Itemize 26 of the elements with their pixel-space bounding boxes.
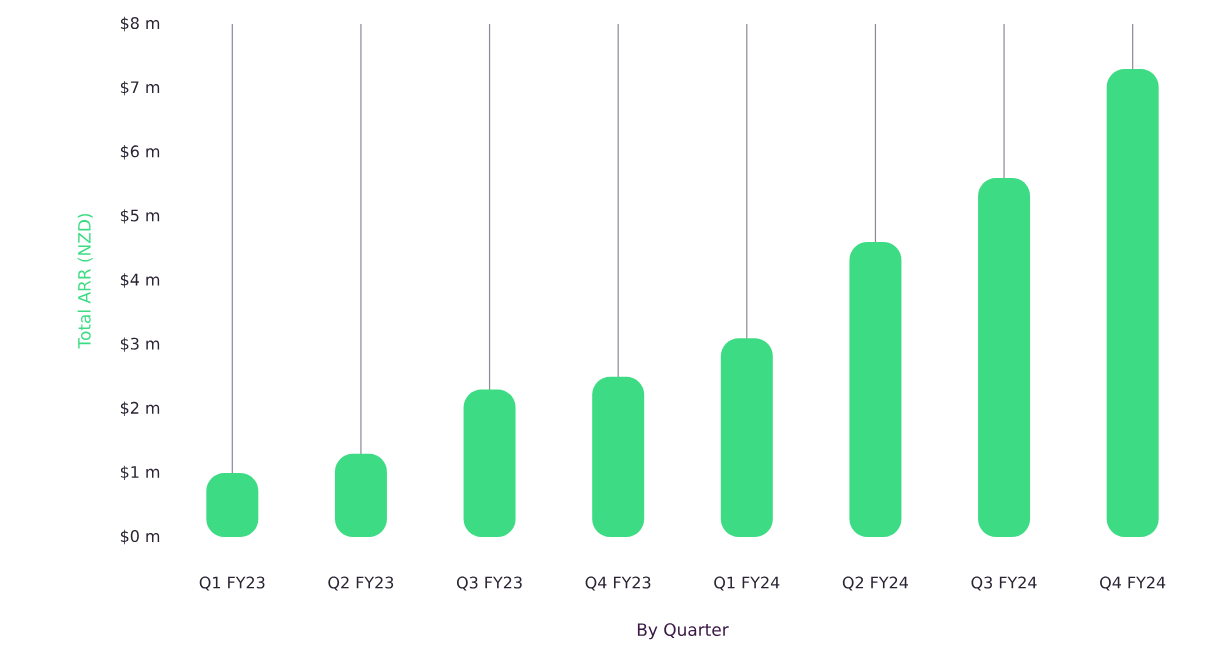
y-tick-label: $7 m: [120, 80, 160, 96]
bar: [720, 338, 773, 537]
y-tick-label: $4 m: [120, 273, 160, 288]
x-tick-label: Q4 FY24: [1100, 576, 1166, 591]
bar: [1106, 68, 1159, 537]
x-tick-label: Q4 FY23: [585, 576, 651, 591]
x-axis-title: By Quarter: [637, 623, 729, 640]
y-tick-label: $2 m: [120, 401, 160, 416]
x-tick-label: Q1 FY23: [199, 576, 265, 591]
bar: [592, 376, 645, 537]
x-tick-label: Q3 FY24: [971, 576, 1037, 591]
x-tick-label: Q3 FY23: [456, 576, 522, 591]
bar: [978, 177, 1031, 537]
bar: [849, 242, 902, 537]
y-tick-label: $0 m: [120, 529, 160, 545]
x-tick-label: Q2 FY23: [328, 576, 394, 591]
y-axis-title: Total ARR (NZD): [77, 213, 93, 349]
bar: [463, 389, 516, 537]
y-tick-label: $5 m: [120, 209, 160, 224]
bar: [334, 453, 387, 537]
x-tick-label: Q2 FY24: [842, 576, 908, 591]
y-tick-label: $8 m: [120, 16, 160, 32]
y-tick-label: $3 m: [120, 337, 160, 352]
y-tick-label: $6 m: [120, 145, 160, 160]
y-tick-label: $1 m: [120, 465, 160, 481]
x-tick-label: Q1 FY24: [714, 576, 780, 591]
